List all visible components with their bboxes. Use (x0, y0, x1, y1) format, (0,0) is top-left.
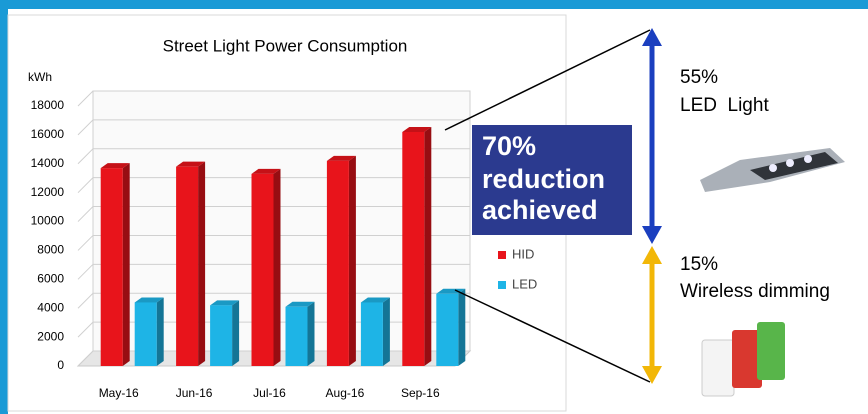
x-tick-label: Sep-16 (401, 386, 440, 400)
led-light-icon (700, 148, 845, 192)
legend-label: LED (512, 276, 537, 291)
bar (436, 294, 458, 366)
chart-title: Street Light Power Consumption (163, 36, 408, 55)
x-tick-label: Jul-16 (253, 386, 286, 400)
bar (135, 302, 157, 366)
arrow-head (642, 246, 662, 264)
bar-side (349, 156, 356, 366)
legend-swatch (498, 251, 506, 259)
bar (101, 168, 123, 366)
legend-swatch (498, 281, 506, 289)
bar-side (198, 162, 205, 366)
callout-percent: 15% (680, 254, 718, 275)
bar-side (157, 297, 164, 366)
y-tick-label: 2000 (37, 329, 64, 343)
annotation-text: 70% (482, 131, 536, 161)
y-tick-label: 0 (57, 358, 64, 372)
callout-label: Wireless dimming (680, 281, 830, 302)
bar (361, 302, 383, 366)
slide: Street Light Power Consumption kWh 0 2000… (0, 0, 868, 414)
bar (327, 161, 349, 366)
annotation-text: achieved (482, 195, 598, 225)
bar-side (308, 302, 315, 366)
y-tick-label: 12000 (31, 185, 65, 199)
arrow-head (642, 28, 662, 46)
top-frame (0, 0, 868, 9)
bar-side (458, 289, 465, 366)
bar (286, 307, 308, 366)
legend-label: HID (512, 246, 534, 261)
y-tick-label: 18000 (31, 98, 65, 112)
y-tick-label: 10000 (31, 214, 65, 228)
bar (176, 167, 198, 366)
arrow-head (642, 226, 662, 244)
x-tick-label: Jun-16 (176, 386, 213, 400)
plot: 0 2000 4000 6000 8000 10000 12000 14000 16000 180… (31, 91, 470, 400)
bar (252, 174, 274, 366)
annotation-text: reduction (482, 164, 605, 194)
bar (402, 132, 424, 366)
callout-percent: 55% (680, 67, 718, 88)
bar-side (123, 163, 130, 366)
y-axis-label: kWh (28, 70, 52, 84)
left-frame (0, 0, 8, 414)
x-tick-label: May-16 (99, 386, 139, 400)
callout-label: LED Light (680, 95, 769, 116)
bar-side (383, 297, 390, 366)
bar-side (424, 127, 431, 366)
y-tick-label: 14000 (31, 156, 65, 170)
x-tick-label: Aug-16 (326, 386, 365, 400)
y-tick-label: 8000 (37, 243, 64, 257)
bar (210, 305, 232, 366)
arrow-head (642, 366, 662, 384)
y-tick-label: 16000 (31, 127, 65, 141)
y-tick-label: 4000 (37, 300, 64, 314)
bar-side (232, 300, 239, 366)
bar-side (274, 169, 281, 366)
y-tick-label: 6000 (37, 272, 64, 286)
dimming-device-icon (702, 322, 785, 396)
